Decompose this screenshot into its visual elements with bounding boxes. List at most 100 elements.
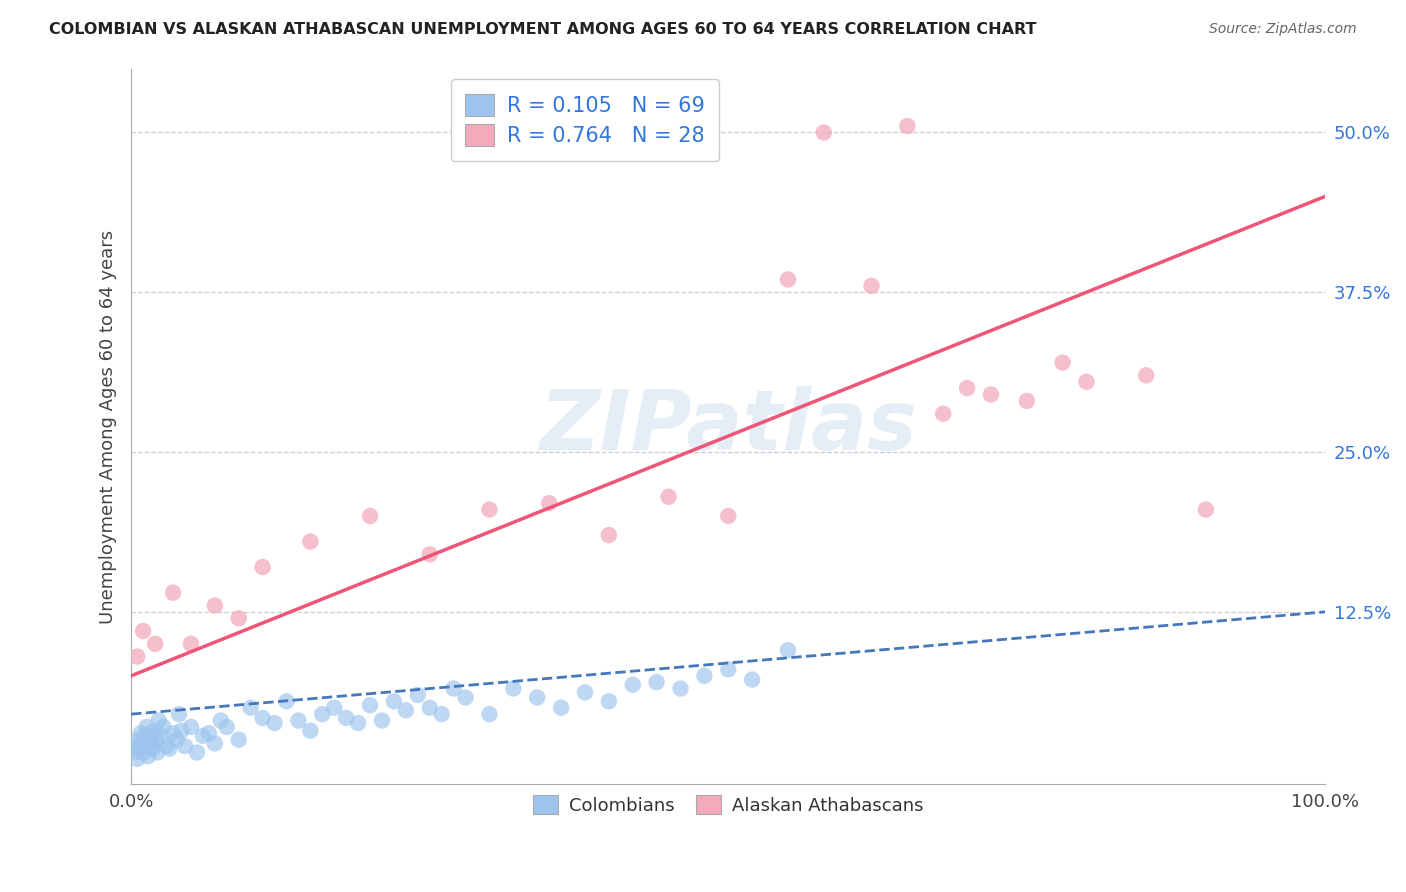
Point xyxy=(287,714,309,728)
Point xyxy=(382,694,405,708)
Point xyxy=(621,678,644,692)
Point xyxy=(359,698,381,713)
Point xyxy=(526,690,548,705)
Point xyxy=(717,508,740,523)
Point xyxy=(443,681,465,696)
Point xyxy=(311,707,333,722)
Point xyxy=(263,716,285,731)
Point xyxy=(347,716,370,731)
Point xyxy=(132,624,155,638)
Point xyxy=(406,688,429,702)
Point xyxy=(135,739,157,753)
Point xyxy=(299,723,322,738)
Point xyxy=(693,669,716,683)
Point xyxy=(717,662,740,676)
Point xyxy=(1052,355,1074,369)
Point xyxy=(478,502,501,516)
Point xyxy=(170,723,193,738)
Point xyxy=(395,703,418,717)
Point xyxy=(658,490,681,504)
Y-axis label: Unemployment Among Ages 60 to 64 years: Unemployment Among Ages 60 to 64 years xyxy=(100,229,117,624)
Point xyxy=(299,534,322,549)
Point xyxy=(127,752,149,766)
Point xyxy=(167,707,190,722)
Point xyxy=(186,746,208,760)
Point xyxy=(252,560,274,574)
Point xyxy=(1076,375,1098,389)
Point xyxy=(198,726,221,740)
Point xyxy=(127,732,149,747)
Point xyxy=(932,407,955,421)
Point xyxy=(276,694,298,708)
Point xyxy=(1195,502,1218,516)
Point xyxy=(129,726,152,740)
Point xyxy=(335,711,357,725)
Point xyxy=(139,726,162,740)
Point xyxy=(124,746,146,760)
Point xyxy=(131,737,153,751)
Point xyxy=(125,739,148,753)
Point xyxy=(174,739,197,753)
Point xyxy=(502,681,524,696)
Point xyxy=(956,381,979,395)
Point xyxy=(142,741,165,756)
Point xyxy=(204,599,226,613)
Point xyxy=(550,700,572,714)
Point xyxy=(152,720,174,734)
Point xyxy=(215,720,238,734)
Point xyxy=(896,119,918,133)
Point xyxy=(228,732,250,747)
Point xyxy=(204,737,226,751)
Point xyxy=(180,637,202,651)
Text: COLOMBIAN VS ALASKAN ATHABASCAN UNEMPLOYMENT AMONG AGES 60 TO 64 YEARS CORRELATI: COLOMBIAN VS ALASKAN ATHABASCAN UNEMPLOY… xyxy=(49,22,1036,37)
Point xyxy=(228,611,250,625)
Point xyxy=(141,739,163,753)
Point xyxy=(150,729,173,743)
Point xyxy=(135,720,157,734)
Point xyxy=(430,707,453,722)
Point xyxy=(419,700,441,714)
Point xyxy=(252,711,274,725)
Legend: Colombians, Alaskan Athabascans: Colombians, Alaskan Athabascans xyxy=(522,784,935,825)
Point xyxy=(980,387,1002,401)
Text: ZIPatlas: ZIPatlas xyxy=(540,386,917,467)
Point xyxy=(598,528,620,542)
Point xyxy=(148,714,170,728)
Point xyxy=(454,690,477,705)
Point xyxy=(1015,393,1038,408)
Point xyxy=(143,723,166,738)
Point xyxy=(669,681,692,696)
Point xyxy=(239,700,262,714)
Point xyxy=(146,746,169,760)
Point xyxy=(156,739,179,753)
Point xyxy=(132,746,155,760)
Point xyxy=(359,508,381,523)
Point xyxy=(741,673,763,687)
Point xyxy=(478,707,501,722)
Point xyxy=(162,726,184,740)
Point xyxy=(419,547,441,561)
Point xyxy=(191,729,214,743)
Point xyxy=(127,649,149,664)
Point xyxy=(538,496,561,510)
Point xyxy=(645,675,668,690)
Point xyxy=(145,732,167,747)
Point xyxy=(128,741,150,756)
Point xyxy=(134,729,156,743)
Point xyxy=(574,685,596,699)
Point xyxy=(860,278,883,293)
Point xyxy=(776,643,799,657)
Point xyxy=(159,741,181,756)
Point xyxy=(371,714,394,728)
Point xyxy=(813,125,835,139)
Point xyxy=(180,720,202,734)
Point xyxy=(598,694,620,708)
Point xyxy=(776,272,799,286)
Point xyxy=(166,732,188,747)
Point xyxy=(136,749,159,764)
Text: Source: ZipAtlas.com: Source: ZipAtlas.com xyxy=(1209,22,1357,37)
Point xyxy=(323,700,346,714)
Point xyxy=(209,714,232,728)
Point xyxy=(143,637,166,651)
Point xyxy=(1135,368,1157,383)
